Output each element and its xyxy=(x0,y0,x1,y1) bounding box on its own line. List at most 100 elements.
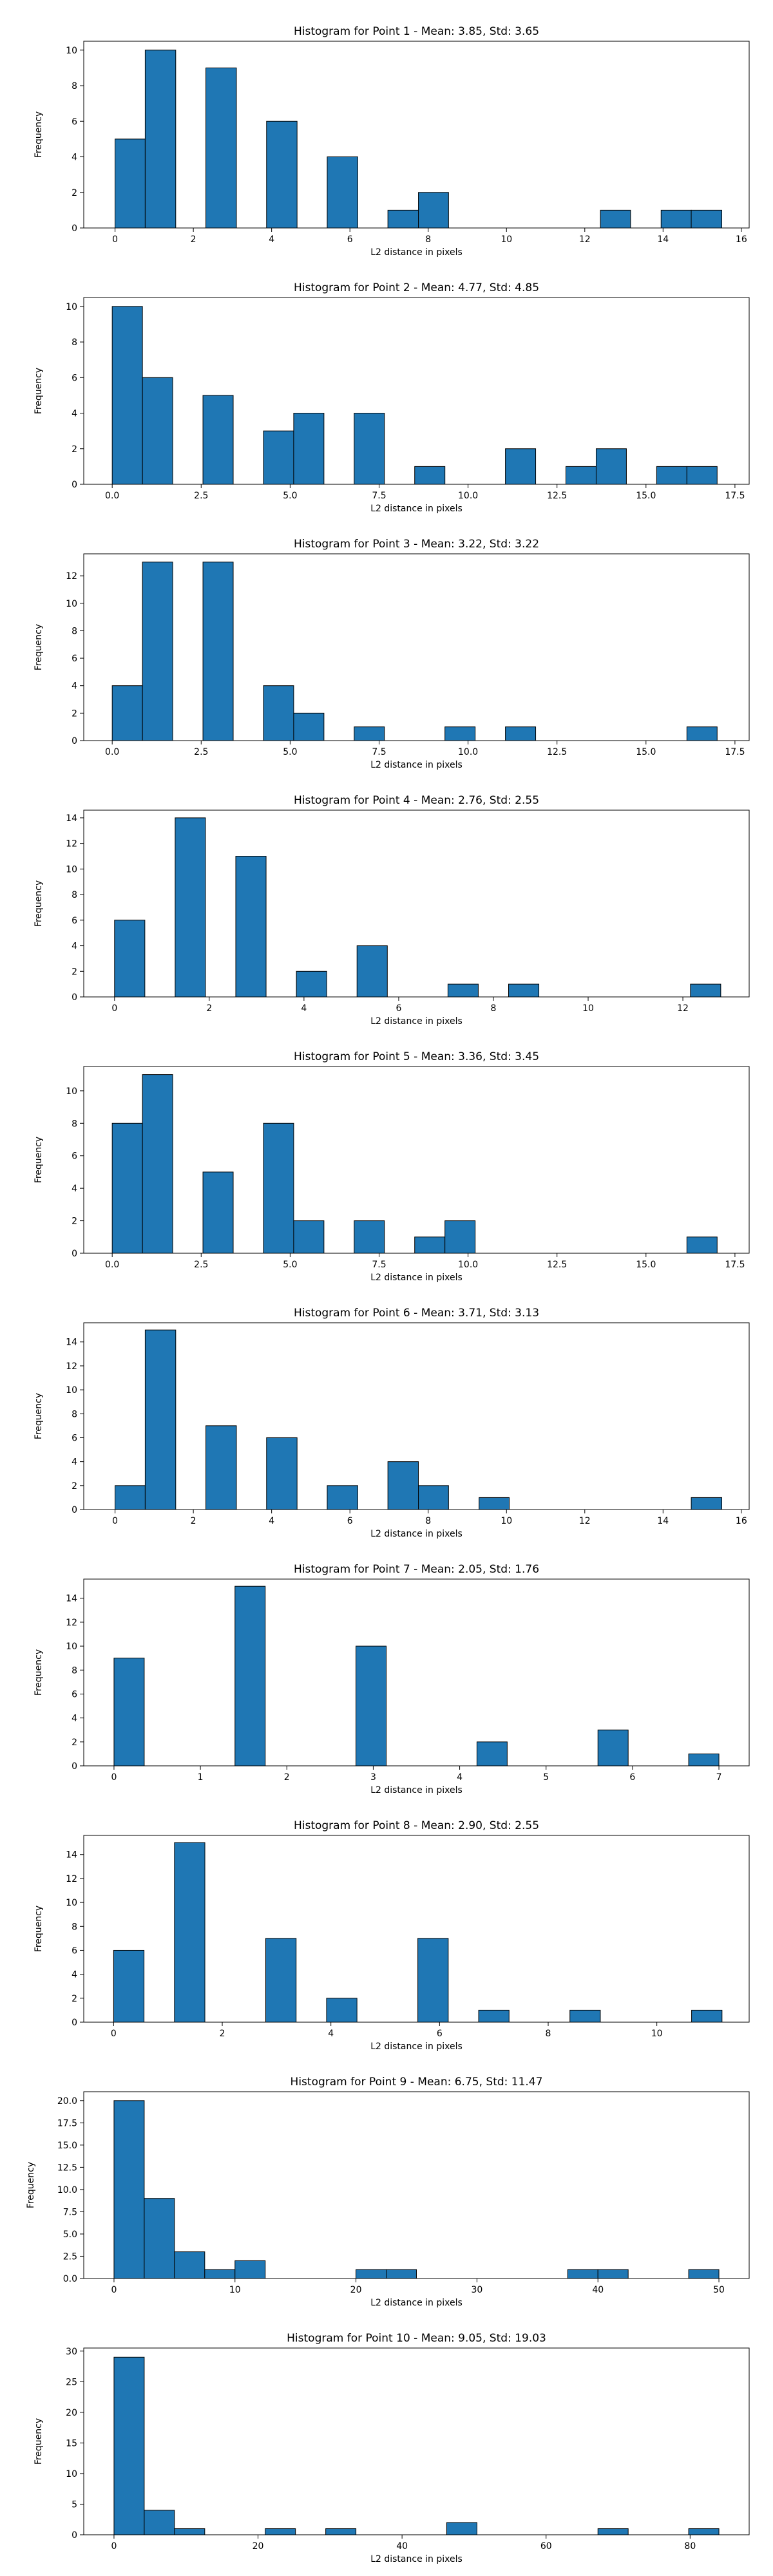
y-tick-label: 6 xyxy=(72,1151,77,1162)
x-tick-label: 0 xyxy=(111,2029,117,2039)
y-tick-label: 4 xyxy=(72,1457,77,1468)
x-tick-label: 7 xyxy=(716,1772,722,1783)
y-tick-label: 8 xyxy=(72,337,77,348)
y-tick-label: 10 xyxy=(66,46,77,56)
y-axis-label: Frequency xyxy=(33,1393,44,1439)
x-tick-label: 2.5 xyxy=(194,491,208,501)
x-tick-label: 5 xyxy=(543,1772,549,1783)
x-axis-label: L2 distance in pixels xyxy=(370,2298,463,2308)
y-tick-label: 20 xyxy=(66,2408,77,2418)
y-tick-label: 4 xyxy=(72,1184,77,1194)
y-tick-label: 4 xyxy=(72,1970,77,1980)
axes-frame xyxy=(83,2091,750,2279)
histogram-bar xyxy=(691,209,722,229)
histogram-bar xyxy=(386,2269,417,2279)
histogram-bar xyxy=(686,726,718,741)
y-tick-label: 2 xyxy=(72,1481,77,1492)
x-tick-label: 5.0 xyxy=(283,1260,297,1270)
y-axis-label: Frequency xyxy=(33,2418,44,2465)
y-tick-label: 12 xyxy=(66,1361,77,1372)
chart-title: Histogram for Point 9 - Mean: 6.75, Std:… xyxy=(291,2076,543,2088)
y-tick-label: 4 xyxy=(72,153,77,163)
histogram-bar xyxy=(597,1729,629,1766)
histogram-bar xyxy=(111,1122,143,1254)
y-tick-label: 8 xyxy=(72,1119,77,1129)
histogram-bar xyxy=(113,1658,145,1766)
chart-title: Histogram for Point 8 - Mean: 2.90, Std:… xyxy=(294,1819,539,1832)
y-tick-label: 10 xyxy=(66,1642,77,1652)
histogram-bar xyxy=(417,1938,449,2023)
histogram-bar xyxy=(204,2269,236,2279)
histogram-bar xyxy=(202,395,234,485)
x-tick-label: 10 xyxy=(229,2285,241,2295)
histogram-bar xyxy=(234,1586,266,1766)
x-tick-label: 10 xyxy=(501,1516,512,1526)
histogram-panel-5: Histogram for Point 5 - Mean: 3.36, Std:… xyxy=(33,1050,750,1283)
chart-title: Histogram for Point 3 - Mean: 3.22, Std:… xyxy=(294,538,539,551)
y-tick-label: 5.0 xyxy=(63,2230,77,2240)
x-axis-label: L2 distance in pixels xyxy=(370,2041,463,2052)
y-axis-label: Frequency xyxy=(33,1137,44,1183)
y-tick-label: 0 xyxy=(72,1761,77,1772)
histogram-bar xyxy=(444,726,476,741)
x-tick-label: 8 xyxy=(425,234,431,245)
histogram-bar xyxy=(293,1220,325,1254)
histogram-panel-7: Histogram for Point 7 - Mean: 2.05, Std:… xyxy=(33,1563,750,1795)
y-tick-label: 0 xyxy=(72,992,77,1003)
histogram-bar xyxy=(205,67,237,229)
y-tick-label: 8 xyxy=(72,1409,77,1419)
y-tick-label: 12 xyxy=(66,839,77,849)
histogram-bar xyxy=(293,712,325,741)
histogram-bar xyxy=(144,1329,177,1510)
histogram-bar xyxy=(688,2528,720,2535)
chart-title: Histogram for Point 1 - Mean: 3.85, Std:… xyxy=(294,25,539,38)
y-tick-label: 10 xyxy=(66,599,77,609)
x-tick-label: 30 xyxy=(471,2285,482,2295)
x-tick-label: 10 xyxy=(501,234,512,245)
x-tick-label: 0 xyxy=(112,234,118,245)
y-tick-label: 12 xyxy=(66,1874,77,1884)
histogram-bar xyxy=(265,2528,296,2535)
x-axis-label: L2 distance in pixels xyxy=(370,2554,463,2564)
axes-frame xyxy=(83,1066,750,1254)
x-axis-label: L2 distance in pixels xyxy=(370,760,463,770)
x-tick-label: 0.0 xyxy=(105,491,119,501)
y-tick-label: 14 xyxy=(66,1594,77,1604)
y-tick-label: 10 xyxy=(66,864,77,875)
y-tick-label: 4 xyxy=(72,681,77,692)
y-tick-label: 0 xyxy=(72,2018,77,2028)
y-tick-label: 15 xyxy=(66,2438,77,2448)
x-tick-label: 5.0 xyxy=(283,491,297,501)
x-tick-label: 4 xyxy=(301,1003,307,1014)
y-tick-label: 10 xyxy=(66,1385,77,1396)
y-tick-label: 6 xyxy=(72,117,77,127)
histogram-bar xyxy=(688,2269,720,2279)
x-tick-label: 80 xyxy=(684,2541,696,2552)
x-tick-label: 8 xyxy=(491,1003,497,1014)
x-tick-label: 15.0 xyxy=(636,1260,656,1270)
x-tick-label: 4 xyxy=(269,234,274,245)
histogram-bar xyxy=(327,156,358,229)
x-tick-label: 16 xyxy=(736,234,747,245)
histogram-bar xyxy=(444,1220,476,1254)
histogram-bar xyxy=(144,2510,175,2535)
x-tick-label: 17.5 xyxy=(725,491,745,501)
histogram-bar xyxy=(414,466,446,485)
y-tick-label: 30 xyxy=(66,2347,77,2357)
histogram-bar xyxy=(296,971,327,998)
x-tick-label: 10.0 xyxy=(458,747,478,757)
histogram-bar xyxy=(356,1645,387,1766)
histogram-bar xyxy=(174,2251,205,2279)
x-tick-label: 4 xyxy=(457,1772,463,1783)
histogram-panel-4: Histogram for Point 4 - Mean: 2.76, Std:… xyxy=(33,794,750,1027)
y-tick-label: 6 xyxy=(72,1433,77,1443)
y-axis-label: Frequency xyxy=(33,880,44,927)
histogram-bar xyxy=(688,1753,720,1766)
x-tick-label: 14 xyxy=(657,234,669,245)
x-tick-label: 12 xyxy=(677,1003,689,1014)
x-tick-label: 2.5 xyxy=(194,1260,208,1270)
x-axis-label: L2 distance in pixels xyxy=(370,1785,463,1795)
axes-frame xyxy=(83,810,750,998)
histogram-bar xyxy=(597,2528,629,2535)
histogram-bar xyxy=(142,562,173,741)
